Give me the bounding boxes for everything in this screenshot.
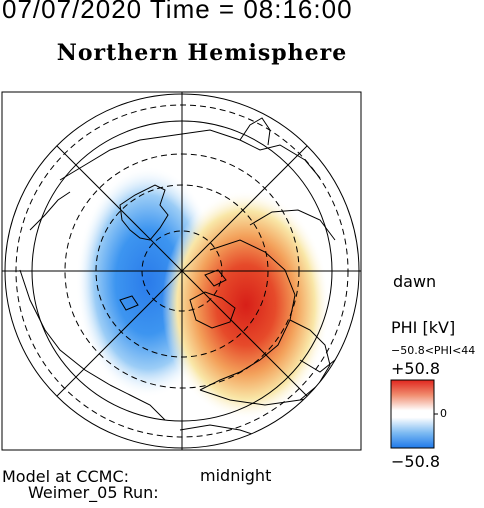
dawn-label: dawn — [393, 272, 437, 291]
colorbar-min-label: −50.8 — [391, 452, 441, 471]
meridian-grid — [2, 92, 361, 450]
hemisphere-title: Northern Hemisphere — [56, 40, 348, 66]
midnight-label: midnight — [200, 466, 272, 485]
colorbar-zero-label: 0 — [440, 407, 447, 420]
colorbar-quantity: PHI [kV] — [391, 318, 456, 337]
colorbar-bar — [390, 379, 435, 449]
date-time-title: 07/07/2020 Time = 08:16:00 — [2, 0, 353, 24]
colorbar-max-label: +50.8 — [391, 359, 441, 378]
colorbar-range: −50.8<PHI<44 — [391, 344, 476, 357]
footer-run-label: Weimer_05 Run: — [28, 483, 159, 502]
positive-potential-cell — [162, 190, 330, 420]
footer-model-label: Model at CCMC: — [2, 467, 129, 486]
